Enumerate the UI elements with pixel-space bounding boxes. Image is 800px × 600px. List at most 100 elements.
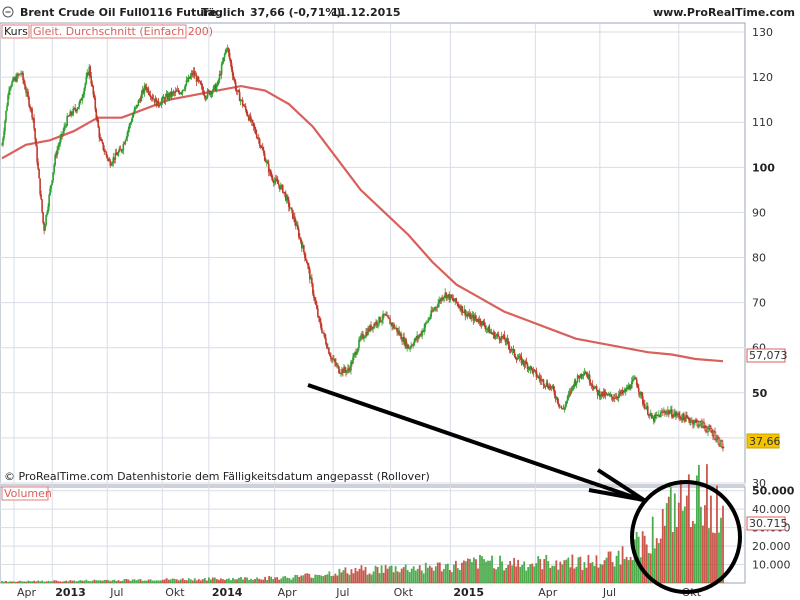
- candle-body: [592, 387, 595, 389]
- candle-body: [110, 164, 113, 166]
- volume-bar: [513, 557, 516, 583]
- candle-body: [652, 417, 654, 419]
- candle-body: [330, 356, 332, 360]
- volume-bar: [39, 581, 42, 583]
- volume-bar: [85, 579, 88, 583]
- candle-body: [720, 440, 724, 448]
- candle-body: [34, 128, 36, 139]
- volume-bar: [211, 577, 214, 583]
- candle-body: [469, 313, 472, 320]
- annotation: [307, 383, 742, 594]
- candle-body: [346, 370, 348, 373]
- candle-body: [416, 335, 418, 340]
- candle-body: [470, 315, 473, 320]
- volume-bar: [392, 572, 395, 583]
- candle-body: [589, 382, 592, 385]
- candle-body: [672, 416, 674, 418]
- volume-bar: [382, 572, 385, 583]
- volume-bar: [71, 580, 74, 583]
- candle-body: [62, 131, 64, 136]
- volume-bar: [193, 578, 196, 583]
- candle-body: [529, 366, 532, 370]
- candle-body: [602, 391, 605, 396]
- candle-body: [292, 209, 294, 219]
- candle-body: [204, 96, 207, 99]
- volume-tick-label: 50.000: [752, 485, 795, 498]
- candle-body: [76, 108, 79, 112]
- candle-body: [490, 331, 493, 334]
- volume-bar: [238, 577, 240, 583]
- candle-body: [135, 104, 138, 108]
- volume-bar: [422, 573, 425, 583]
- candle-body: [293, 216, 295, 219]
- volume-bar: [99, 580, 102, 583]
- candle-body: [588, 374, 591, 383]
- candle-body: [228, 52, 231, 59]
- volume-bar: [432, 570, 435, 583]
- candle-body: [413, 341, 415, 346]
- candle-body: [667, 410, 669, 412]
- candle-body: [107, 158, 110, 160]
- volume-bar: [147, 579, 150, 583]
- candle-body: [713, 431, 717, 440]
- candle-body: [147, 88, 150, 94]
- candle-body: [95, 109, 98, 118]
- candle-body: [562, 408, 565, 410]
- candle-body: [71, 114, 73, 116]
- candle-body: [276, 180, 279, 184]
- candle-body: [334, 359, 336, 363]
- volume-bar: [643, 535, 646, 583]
- candle-body: [682, 413, 684, 421]
- candle-body: [327, 347, 329, 349]
- site-label[interactable]: www.ProRealTime.com: [653, 6, 795, 19]
- candle-body: [515, 358, 518, 361]
- volume-bar: [573, 568, 576, 583]
- volume-bars: [1, 464, 724, 583]
- candle-body: [77, 107, 80, 109]
- volume-bar: [702, 525, 704, 583]
- volume-bar: [621, 546, 624, 583]
- volume-bar: [587, 554, 590, 583]
- candle-body: [624, 389, 627, 392]
- volume-bar: [65, 580, 68, 583]
- candle-body: [160, 100, 163, 105]
- candle-body: [447, 294, 450, 296]
- candle-body: [439, 300, 442, 302]
- candle-body: [435, 307, 438, 309]
- volume-bar: [511, 565, 514, 583]
- candle-body: [272, 180, 275, 183]
- candle-body: [569, 391, 572, 393]
- candle-body: [257, 138, 260, 140]
- volume-bar: [541, 569, 544, 583]
- candle-body: [664, 411, 666, 413]
- candle-body: [516, 358, 519, 361]
- candle-body: [428, 318, 430, 320]
- candle-body: [60, 134, 62, 139]
- candle-body: [386, 315, 388, 317]
- candle-body: [437, 303, 440, 308]
- candle-body: [579, 373, 582, 379]
- candle-body: [171, 92, 174, 96]
- volume-bar: [27, 580, 30, 583]
- volume-bar: [629, 557, 632, 583]
- candle-body: [311, 277, 313, 284]
- candle-body: [384, 314, 386, 316]
- candle-body: [383, 313, 385, 316]
- chart-title: Brent Crude Oil Full0116 Future: [20, 6, 217, 19]
- candle-body: [351, 362, 353, 364]
- volume-bar: [519, 566, 522, 583]
- candle-body: [97, 119, 100, 128]
- candle-body: [344, 367, 346, 371]
- volume-bar: [487, 560, 489, 583]
- candle-body: [15, 77, 17, 82]
- volume-bar: [31, 581, 34, 583]
- candle-body: [109, 160, 112, 166]
- candle-body: [654, 414, 656, 422]
- candle-body: [29, 106, 31, 109]
- candle-body: [643, 403, 646, 409]
- volume-bar: [7, 581, 9, 583]
- candle-body: [559, 406, 562, 408]
- candle-body: [591, 384, 594, 388]
- candle-body: [638, 392, 641, 395]
- time-axis: Apr 2013 Jul Okt 2014 Apr Jul Okt 2015 Apr Jul Okt: [17, 586, 702, 599]
